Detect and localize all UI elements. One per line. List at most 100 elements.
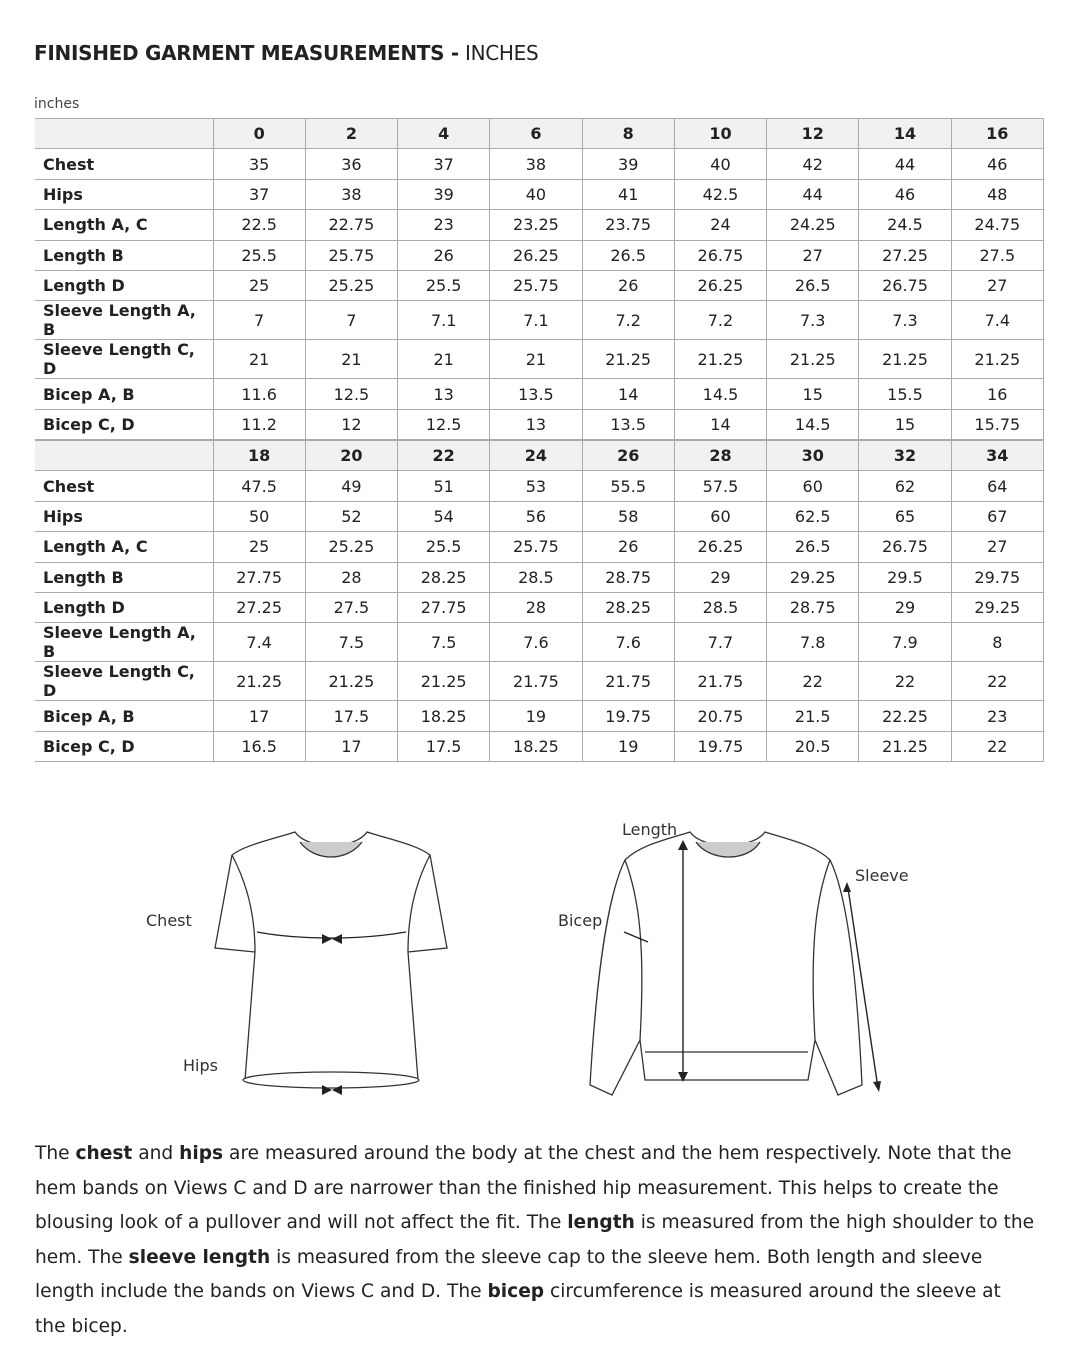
size-header: 26 (581, 439, 675, 472)
measurement-cell: 14 (673, 408, 768, 441)
measurement-cell: 28.5 (489, 561, 583, 593)
measurement-cell: 26 (581, 531, 675, 563)
measurement-cell: 19.75 (581, 700, 675, 732)
measurement-cell: 54 (397, 500, 491, 533)
measurement-cell: 20.5 (766, 730, 860, 763)
page-title: FINISHED GARMENT MEASUREMENTS - INCHES (34, 41, 539, 65)
measurement-cell: 25.25 (304, 531, 399, 563)
measurement-cell: 14.5 (673, 378, 768, 410)
measurement-cell: 22.25 (858, 700, 952, 732)
measurement-cell: 62 (858, 470, 952, 502)
table-row: Length A, C 22.5 22.75 23 23.25 23.75 24 24.25 2… (35, 209, 1045, 241)
measurement-cell: 12 (304, 408, 399, 441)
measurement-cell: 17 (304, 730, 399, 763)
table-row: Chest 35 36 37 38 39 40 42 44 46 (35, 148, 1045, 180)
measurement-cell: 60 (673, 500, 768, 533)
measurement-cell: 26.75 (858, 269, 952, 302)
row-label: Sleeve Length A, B (35, 300, 214, 341)
measurement-cell: 7.2 (581, 300, 675, 341)
measurement-cell: 7.1 (397, 300, 491, 341)
corner-cell (35, 117, 214, 150)
table-row: Bicep C, D 11.2 12 12.5 13 13.5 14 14.5 15 15.75 (35, 408, 1045, 441)
measurement-cell: 28.25 (397, 561, 491, 593)
row-label: Bicep C, D (35, 730, 214, 763)
measurement-description: The chest and hips are measured around t… (35, 1137, 1035, 1345)
row-label: Chest (35, 148, 214, 180)
table-row: Length B 25.5 25.75 26 26.25 26.5 26.75 27 27.25… (35, 239, 1045, 271)
tshirt-illustration (214, 831, 881, 1096)
measurement-cell: 21.25 (950, 339, 1045, 380)
measurement-cell: 7.5 (397, 622, 491, 663)
measurement-cell: 11.6 (212, 378, 306, 410)
measurement-cell: 21.5 (766, 700, 860, 732)
measurement-cell: 21 (489, 339, 583, 380)
measurement-cell: 21.25 (858, 730, 952, 763)
measurement-cell: 14.5 (766, 408, 860, 441)
size-header: 4 (397, 117, 491, 150)
measurement-cell: 22.5 (212, 209, 306, 241)
table-row: Sleeve Length C, D 21 21 21 21 21.25 21.25 21.2… (35, 339, 1045, 380)
bold-term: bicep (487, 1281, 545, 1303)
measurement-cell: 49 (304, 470, 399, 502)
measurement-cell: 7.4 (950, 300, 1045, 341)
text-segment: and (132, 1143, 180, 1164)
measurement-cell: 25 (212, 531, 306, 563)
measurement-cell: 7.9 (858, 622, 952, 663)
bicep-label: Bicep (558, 911, 603, 930)
measurement-cell: 24.75 (950, 209, 1045, 241)
measurement-cell: 21.75 (581, 661, 675, 702)
measurement-cell: 40 (673, 148, 768, 180)
measurement-cell: 21.25 (858, 339, 952, 380)
measurement-cell: 46 (950, 148, 1045, 180)
measurement-cell: 21.75 (673, 661, 768, 702)
corner-cell (35, 439, 214, 472)
measurement-cell: 15.75 (950, 408, 1045, 441)
measurement-cell: 27 (766, 239, 860, 271)
measurement-cell: 21.25 (304, 661, 399, 702)
measurement-cell: 19 (581, 730, 675, 763)
measurement-cell: 12.5 (397, 408, 491, 441)
bold-term: chest (75, 1143, 133, 1164)
measurement-cell: 38 (489, 148, 583, 180)
measurement-cell: 21 (397, 339, 491, 380)
measurement-cell: 56 (489, 500, 583, 533)
row-label: Bicep A, B (35, 700, 214, 732)
bold-term: sleeve length (128, 1246, 271, 1268)
text-segment: The (35, 1143, 76, 1164)
measurement-cell: 42.5 (673, 178, 768, 211)
measurement-cell: 7.8 (766, 622, 860, 663)
measurement-cell: 50 (212, 500, 306, 533)
measurement-cell: 21.25 (673, 339, 768, 380)
row-label: Length B (35, 561, 214, 593)
measurement-cell: 47.5 (212, 470, 306, 502)
measurement-cell: 27.25 (858, 239, 952, 271)
measurement-cell: 52 (304, 500, 399, 533)
measurement-cell: 29.75 (950, 561, 1045, 593)
measurement-cell: 25.75 (489, 531, 583, 563)
row-label: Length A, C (35, 209, 214, 241)
measurement-cell: 8 (950, 622, 1045, 663)
measurement-cell: 7.6 (489, 622, 583, 663)
size-header: 18 (212, 439, 306, 472)
measurement-cell: 29 (673, 561, 768, 593)
measurement-cell: 11.2 (212, 408, 306, 441)
measurement-cell: 38 (304, 178, 399, 211)
measurement-cell: 42 (766, 148, 860, 180)
size-header: 16 (950, 117, 1045, 150)
size-header: 28 (673, 439, 768, 472)
measurement-cell: 39 (397, 178, 491, 211)
measurement-cell: 48 (950, 178, 1045, 211)
table-row: Sleeve Length C, D 21.25 21.25 21.25 21.75 21… (35, 661, 1045, 702)
measurement-cell: 7.5 (304, 622, 399, 663)
measurement-cell: 15 (766, 378, 860, 410)
measurement-cell: 7.7 (673, 622, 768, 663)
measurement-cell: 23 (397, 209, 491, 241)
measurement-cell: 27.5 (950, 239, 1045, 271)
text-segment: circumference is measured around the sle… (35, 1281, 1001, 1337)
row-label: Length A, C (35, 531, 214, 563)
measurement-cell: 7 (212, 300, 306, 341)
measurement-cell: 27.5 (304, 591, 399, 624)
size-header: 32 (858, 439, 952, 472)
measurement-cell: 44 (766, 178, 860, 211)
measurement-cell: 51 (397, 470, 491, 502)
